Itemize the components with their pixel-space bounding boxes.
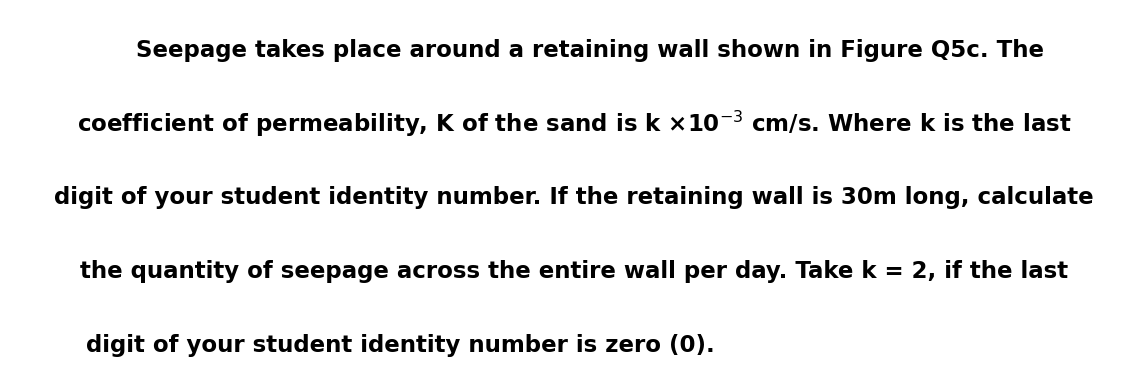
Text: coefficient of permeability, K of the sand is k ×10$^{-3}$ cm/s. Where k is the : coefficient of permeability, K of the sa… <box>77 109 1071 139</box>
Text: Seepage takes place around a retaining wall shown in Figure Q5c. The: Seepage takes place around a retaining w… <box>104 39 1044 62</box>
Text: digit of your student identity number is zero (0).: digit of your student identity number is… <box>86 334 715 357</box>
Text: digit of your student identity number. If the retaining wall is 30m long, calcul: digit of your student identity number. I… <box>54 186 1094 210</box>
Text: the quantity of seepage across the entire wall per day. Take k = 2, if the last: the quantity of seepage across the entir… <box>80 260 1068 283</box>
